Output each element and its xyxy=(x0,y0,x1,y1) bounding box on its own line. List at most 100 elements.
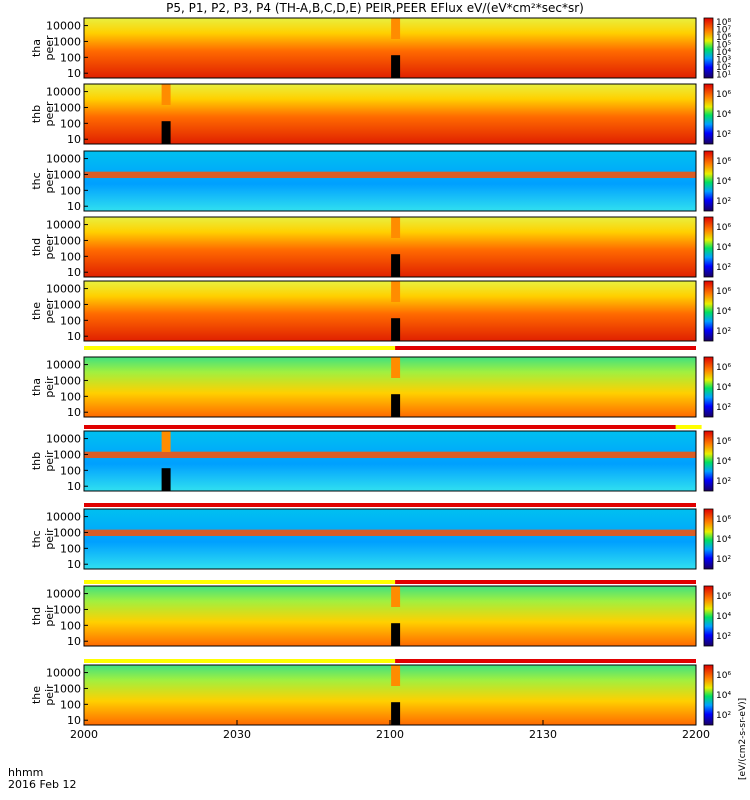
colorbar-tick-label: 10² xyxy=(716,477,731,487)
colorbar-tick-label: 10⁵ xyxy=(716,40,731,50)
y-tick-label: 10000 xyxy=(46,511,81,524)
y-tick-label: 10000 xyxy=(46,20,81,33)
colorbar-tick-label: 10⁷ xyxy=(716,25,731,35)
y-tick-label: 100 xyxy=(60,250,81,263)
colorbar-tick-label: 10² xyxy=(716,263,731,273)
panel-label: thcpeir xyxy=(30,528,56,550)
colorbar-tick-label: 10² xyxy=(716,63,731,73)
colorbar-tick-label: 10⁶ xyxy=(716,157,731,167)
spectrogram-panel: 10 100 1000 10000 thepeir 10² 10⁴ 10⁶ xyxy=(30,664,731,727)
quality-flag-bar xyxy=(84,425,696,429)
colorbar-tick-label: 10⁴ xyxy=(716,383,731,393)
y-tick-label: 1000 xyxy=(53,603,81,616)
colorbar-tick-label: 10⁶ xyxy=(716,437,731,447)
gap-marker-cap xyxy=(391,281,401,302)
y-tick-label: 100 xyxy=(60,184,81,197)
colorbar xyxy=(703,664,714,726)
colorbar-tick-label: 10⁴ xyxy=(716,110,731,120)
spectrogram-field xyxy=(84,357,696,417)
y-tick-label: 10 xyxy=(67,200,81,213)
panel-frame xyxy=(83,430,697,492)
panel-label: thdpeir xyxy=(30,605,56,627)
panel-label: thepeir xyxy=(30,684,56,706)
y-tick-label: 1000 xyxy=(53,374,81,387)
quality-flag-segment xyxy=(675,425,702,429)
data-gap xyxy=(161,468,171,491)
panel-frame xyxy=(83,216,697,278)
spectrogram-panel: 10 100 1000 10000 thbpeir 10² 10⁴ 10⁶ xyxy=(30,430,731,507)
spectrogram-panel: 10100100010000thapeer10¹10²10³10⁴10⁵10⁶1… xyxy=(30,17,731,80)
gap-marker-cap xyxy=(161,84,171,105)
y-tick-label: 10000 xyxy=(46,359,81,372)
y-tick-label: 100 xyxy=(60,390,81,403)
colorbar xyxy=(703,356,714,418)
spectrogram-field xyxy=(84,84,696,144)
gap-marker-cap xyxy=(391,357,401,378)
spectrogram-field xyxy=(84,509,696,569)
colorbar-tick-label: 10⁴ xyxy=(716,691,731,701)
colorbar-tick-label: 10⁸ xyxy=(716,18,731,28)
y-tick-label: 1000 xyxy=(53,682,81,695)
colorbar-tick-label: 10⁴ xyxy=(716,177,731,187)
spectrogram-panel: 10 100 1000 10000 thbpeer 10² 10⁴ 10⁶ xyxy=(30,83,731,146)
gap-marker-cap xyxy=(161,431,171,452)
colorbar-tick-label: 10⁴ xyxy=(716,457,731,467)
data-gap xyxy=(391,702,401,725)
colorbar xyxy=(703,508,714,570)
y-tick-label: 10000 xyxy=(46,667,81,680)
y-tick-label: 10 xyxy=(67,266,81,279)
spectrogram-field xyxy=(84,431,696,491)
colorbar-tick-label: 10² xyxy=(716,130,731,140)
panel-frame xyxy=(83,356,697,418)
spectrogram-panel: 10 100 1000 10000 thdpeer 10² 10⁴ 10⁶ xyxy=(30,216,731,279)
panel-frame xyxy=(83,17,697,79)
y-tick-label: 10000 xyxy=(46,153,81,166)
colorbar xyxy=(703,17,714,79)
y-tick-label: 10 xyxy=(67,406,81,419)
y-tick-label: 1000 xyxy=(53,526,81,539)
date-label: 2016 Feb 12 xyxy=(8,778,76,791)
colorbar-tick-label: 10⁶ xyxy=(716,515,731,525)
gap-marker-cap xyxy=(391,18,401,39)
gap-marker-cap xyxy=(391,665,401,686)
colorbar-tick-label: 10¹ xyxy=(716,70,731,80)
y-tick-label: 100 xyxy=(60,314,81,327)
panel-label: thapeer xyxy=(30,35,56,61)
y-tick-label: 100 xyxy=(60,619,81,632)
panel-frame xyxy=(83,280,697,342)
panels-layer: 10100100010000thapeer10¹10²10³10⁴10⁵10⁶1… xyxy=(30,17,731,727)
colorbar-tick-label: 10⁴ xyxy=(716,307,731,317)
spectrogram-panel: 10 100 1000 10000 thcpeer 10² 10⁴ 10⁶ xyxy=(30,150,731,213)
colorbar-tick-label: 10⁶ xyxy=(716,223,731,233)
spectrogram-field xyxy=(84,151,696,211)
colorbar-tick-label: 10³ xyxy=(716,55,731,65)
flux-band xyxy=(84,529,696,536)
gap-marker-cap xyxy=(391,586,401,607)
y-tick-label: 1000 xyxy=(53,234,81,247)
quality-flag-segment xyxy=(395,659,696,663)
data-gap xyxy=(391,318,401,341)
data-gap xyxy=(391,254,401,277)
panel-frame xyxy=(83,585,697,647)
colorbar-tick-label: 10⁶ xyxy=(716,363,731,373)
gap-marker-cap xyxy=(391,217,401,238)
y-tick-label: 100 xyxy=(60,698,81,711)
colorbar-tick-label: 10² xyxy=(716,197,731,207)
panel-label: thbpeer xyxy=(30,101,56,127)
colorbar-tick-label: 10² xyxy=(716,632,731,642)
data-gap xyxy=(161,121,171,144)
y-tick-label: 1000 xyxy=(53,298,81,311)
y-tick-label: 10 xyxy=(67,635,81,648)
colorbar xyxy=(703,585,714,647)
y-tick-label: 10000 xyxy=(46,433,81,446)
spectrogram-field xyxy=(84,217,696,277)
y-tick-label: 1000 xyxy=(53,35,81,48)
data-gap xyxy=(391,623,401,646)
x-tick-label: 2030 xyxy=(223,728,251,741)
figure-title: P5, P1, P2, P3, P4 (TH-A,B,C,D,E) PEIR,P… xyxy=(166,1,584,15)
y-tick-label: 10 xyxy=(67,330,81,343)
y-tick-label: 1000 xyxy=(53,168,81,181)
y-tick-label: 10000 xyxy=(46,219,81,232)
colorbar-tick-label: 10⁶ xyxy=(716,671,731,681)
x-tick-label: 2100 xyxy=(376,728,404,741)
